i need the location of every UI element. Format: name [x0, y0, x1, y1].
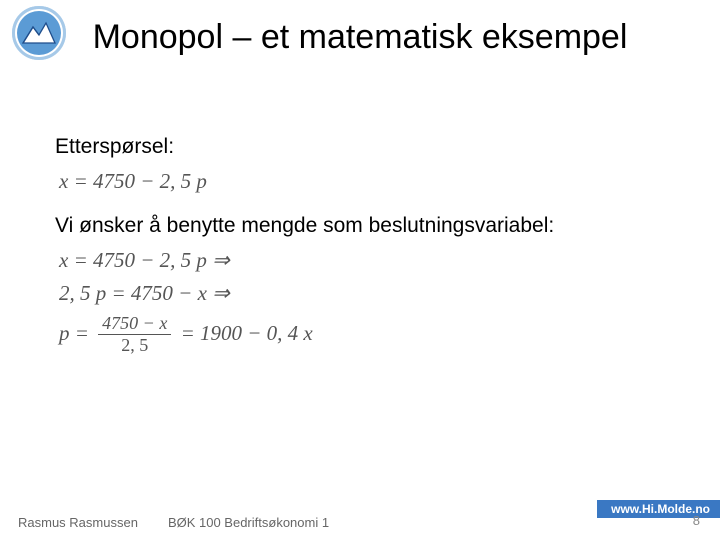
eq-text: 2, 5 p = 4750 − x ⇒	[59, 281, 230, 305]
equation-step-1: x = 4750 − 2, 5 p ⇒	[59, 248, 665, 273]
equation-derivation: x = 4750 − 2, 5 p ⇒ 2, 5 p = 4750 − x ⇒ …	[55, 248, 665, 356]
equation-step-3: p = 4750 − x 2, 5 = 1900 − 0, 4 x	[59, 314, 665, 356]
heading-demand: Etterspørsel:	[55, 135, 665, 159]
slide-body: Etterspørsel: x = 4750 − 2, 5 p Vi ønske…	[55, 135, 665, 364]
equation-step-2: 2, 5 p = 4750 − x ⇒	[59, 281, 665, 306]
eq-text: x = 4750 − 2, 5 p ⇒	[59, 248, 230, 272]
eq-prefix: p =	[59, 321, 94, 345]
footer-author: Rasmus Rasmussen	[18, 515, 138, 530]
footer: Rasmus Rasmussen BØK 100 Bedriftsøkonomi…	[0, 515, 720, 530]
heading-transform: Vi ønsker å benytte mengde som beslutnin…	[55, 214, 665, 238]
equation-demand: x = 4750 − 2, 5 p	[59, 169, 665, 194]
eq-text: x = 4750 − 2, 5 p	[59, 169, 207, 193]
slide: Monopol – et matematisk eksempel Ettersp…	[0, 0, 720, 540]
eq-suffix: = 1900 − 0, 4 x	[181, 321, 313, 345]
page-number: 8	[693, 513, 700, 528]
fraction: 4750 − x 2, 5	[98, 314, 171, 356]
fraction-denominator: 2, 5	[98, 335, 171, 357]
slide-title: Monopol – et matematisk eksempel	[0, 18, 720, 57]
footer-course: BØK 100 Bedriftsøkonomi 1	[168, 515, 329, 530]
fraction-numerator: 4750 − x	[98, 314, 171, 335]
